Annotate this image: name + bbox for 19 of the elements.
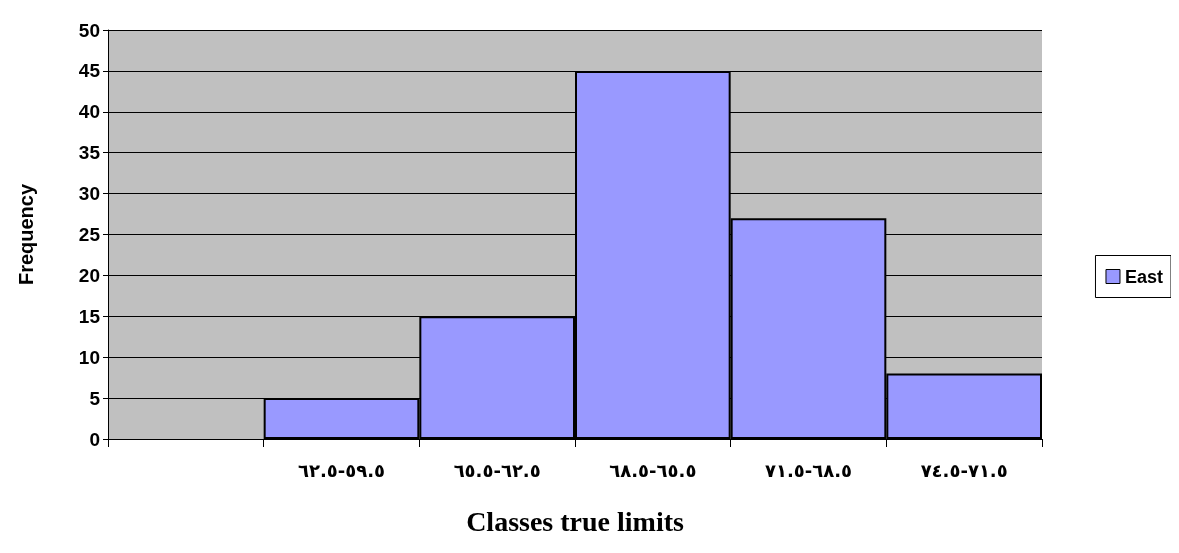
x-tick-label: ٥٩.٥-٦٢.٥	[297, 459, 386, 481]
y-tick-label: 35	[78, 142, 101, 164]
x-tick-label: ٦٥.٥-٦٨.٥	[609, 459, 697, 481]
legend-label: East	[1124, 266, 1164, 287]
y-tick-label: 25	[78, 224, 101, 245]
y-tick-label: 0	[89, 428, 100, 450]
y-tick-label: 45	[78, 60, 101, 82]
x-tick-label: ٦٨.٥-٧١.٥	[764, 459, 853, 481]
y-tick-label: 50	[78, 19, 100, 41]
y-tick-label: 20	[78, 264, 100, 286]
y-tick-label: 40	[78, 101, 100, 123]
x-tick-label: ٧١.٥-٧٤.٥	[920, 459, 1008, 481]
x-tick-label: ٦٢.٥-٦٥.٥	[453, 459, 541, 481]
y-tick-label: 5	[89, 387, 101, 409]
y-tick-label: 15	[78, 305, 101, 327]
x-axis-title: Classes true limits	[466, 505, 684, 537]
y-tick-label: 10	[78, 346, 100, 368]
y-tick-label: 30	[78, 183, 100, 205]
y-axis-title: Frequency	[15, 183, 37, 286]
